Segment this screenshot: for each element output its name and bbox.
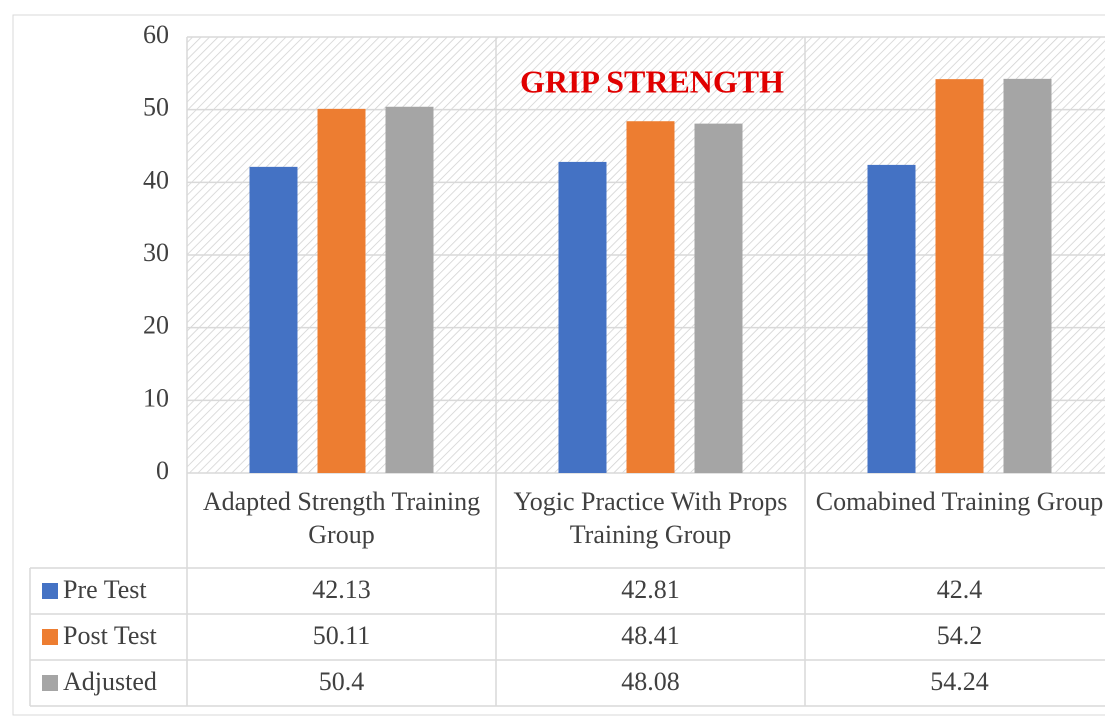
y-tick-label: 10 <box>143 383 169 412</box>
table-value: 42.81 <box>621 575 680 604</box>
chart-title: GRIP STRENGTH <box>520 63 784 99</box>
bar <box>558 161 607 473</box>
y-tick-label: 40 <box>143 165 169 194</box>
bar <box>1003 78 1052 473</box>
table-value: 54.24 <box>930 667 989 696</box>
y-tick-label: 60 <box>143 20 169 49</box>
legend-label: Pre Test <box>63 575 147 604</box>
bar <box>317 108 366 473</box>
x-category-label: Comabined Training Group <box>815 487 1104 516</box>
table-value: 48.41 <box>621 621 680 650</box>
table-value: 50.4 <box>319 667 365 696</box>
table-value: 48.08 <box>621 667 680 696</box>
y-tick-label: 0 <box>156 456 169 485</box>
bar <box>694 123 743 474</box>
x-category-label: Adapted Strength Training Group <box>202 487 481 549</box>
table-value: 50.11 <box>313 621 371 650</box>
table-value: 42.13 <box>312 575 371 604</box>
legend-key <box>42 629 58 645</box>
bar <box>626 121 675 473</box>
bar <box>935 79 984 473</box>
x-category-label: Yogic Practice With Props Training Group <box>513 487 788 549</box>
y-tick-label: 30 <box>143 238 169 267</box>
y-tick-label: 20 <box>143 311 169 340</box>
bar <box>249 166 298 473</box>
legend-label: Post Test <box>63 621 158 650</box>
legend-label: Adjusted <box>63 667 157 696</box>
legend-key <box>42 675 58 691</box>
bar <box>385 106 434 473</box>
legend-key <box>42 583 58 599</box>
bar <box>867 164 916 474</box>
chart-border <box>12 14 1105 716</box>
y-tick-label: 50 <box>143 93 169 122</box>
table-value: 54.2 <box>937 621 983 650</box>
table-value: 42.4 <box>937 575 983 604</box>
